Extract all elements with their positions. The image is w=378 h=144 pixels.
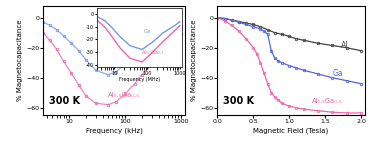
Text: 300 K: 300 K — [223, 96, 254, 106]
Y-axis label: % Magnetocapacitance: % Magnetocapacitance — [17, 20, 23, 101]
Text: 300 K: 300 K — [49, 96, 80, 106]
Text: Ga: Ga — [332, 69, 343, 78]
Y-axis label: % Magnetocapacitance: % Magnetocapacitance — [191, 20, 197, 101]
Text: Al: Al — [341, 41, 349, 50]
X-axis label: Magnetic Field (Tesla): Magnetic Field (Tesla) — [253, 127, 329, 134]
Text: Al₀.₅Ga₀.₅: Al₀.₅Ga₀.₅ — [312, 98, 343, 104]
Text: Ga: Ga — [135, 53, 146, 62]
X-axis label: Frequency (kHz): Frequency (kHz) — [86, 127, 143, 134]
Text: Al₀.₅Ga₀.₅: Al₀.₅Ga₀.₅ — [108, 92, 140, 98]
